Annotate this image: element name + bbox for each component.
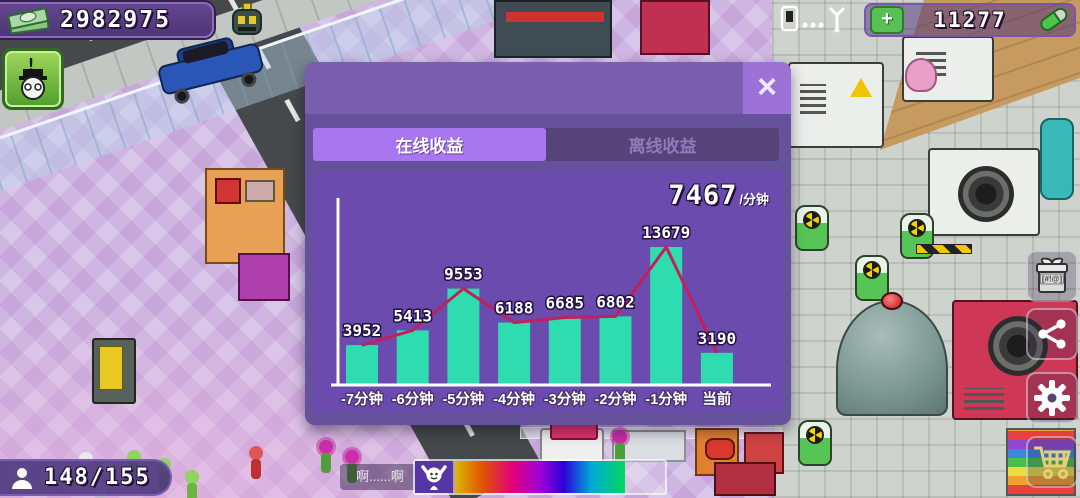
radioactive-barrel xyxy=(798,420,832,466)
bar-value-label: 9553 xyxy=(444,265,483,284)
close-button[interactable]: × xyxy=(743,62,791,114)
x-axis-label: -6分钟 xyxy=(392,390,434,408)
teal-tank-sprite xyxy=(1040,118,1074,200)
hazard-strip xyxy=(916,244,972,254)
share-button[interactable] xyxy=(1026,308,1078,360)
share-icon xyxy=(1038,319,1066,349)
quest-character-icon: ! xyxy=(19,55,47,100)
earnings-bar-chart: 3952 -7分钟 5413 -6分钟 9553 -5分钟 6188 -4分钟 6685 -3分钟… xyxy=(331,198,771,409)
cart-icon xyxy=(1034,446,1071,480)
current-rate: 7467 /分钟 xyxy=(668,180,769,211)
chart-trend-line xyxy=(361,245,719,354)
quest-character-button[interactable]: ! xyxy=(2,48,64,110)
pink-creature-sprite xyxy=(905,58,937,92)
lab-fan-machine xyxy=(928,148,1040,236)
chart-bar xyxy=(700,352,733,385)
machine-sprite xyxy=(640,0,710,55)
cheer-ghost-icon xyxy=(415,461,455,493)
radioactive-barrel xyxy=(855,255,889,301)
npc-speech-bubble: 啊......啊 xyxy=(340,464,420,490)
red-fan-machine xyxy=(952,300,1078,420)
population-value: 148/155 xyxy=(44,465,151,490)
x-axis-label: -5分钟 xyxy=(442,390,484,408)
shop-button[interactable] xyxy=(1026,436,1078,488)
x-axis-label: -4分钟 xyxy=(493,390,535,408)
current-rate-value: 7467 xyxy=(668,180,738,211)
progress-track xyxy=(455,461,665,493)
progress-fill xyxy=(455,461,626,493)
lab-machine xyxy=(788,62,884,148)
bar-value-label: 6188 xyxy=(495,299,534,318)
chart-bar xyxy=(498,322,531,385)
add-research-button[interactable]: + xyxy=(870,6,904,34)
radioactive-barrel xyxy=(795,205,829,251)
network-status-icon xyxy=(780,5,850,38)
earnings-tabbar: 在线收益 离线收益 xyxy=(313,128,779,161)
npc-flower xyxy=(318,440,334,474)
current-rate-unit: /分钟 xyxy=(739,192,769,207)
bar-value-label: 3190 xyxy=(698,329,737,348)
tab-online-earnings[interactable]: 在线收益 xyxy=(313,128,546,161)
shop-machine xyxy=(714,462,776,496)
earnings-modal: × 在线收益 离线收益 7467 /分钟 3952 -7分钟 5413 -6分钟 955… xyxy=(305,62,791,425)
svg-text:!: ! xyxy=(26,55,37,76)
bar-value-label: 5413 xyxy=(393,306,432,325)
population-counter[interactable]: 148/155 xyxy=(0,459,172,496)
chart-bar xyxy=(599,316,632,385)
machine-sprite xyxy=(494,0,612,58)
research-value: 11277 xyxy=(933,8,1007,32)
chart-bar xyxy=(447,288,480,385)
person-icon xyxy=(12,467,32,489)
modal-header xyxy=(305,62,791,114)
chart-bar xyxy=(548,317,581,385)
x-axis-label: 当前 xyxy=(702,390,731,408)
npc-flower xyxy=(612,430,628,464)
chart-bar xyxy=(346,345,378,385)
robot-icon[interactable] xyxy=(230,2,264,43)
event-progress-bar[interactable] xyxy=(413,459,667,495)
bar-value-label: 13679 xyxy=(642,223,690,242)
dome-machine xyxy=(836,292,948,416)
x-axis-label: -7分钟 xyxy=(341,390,383,408)
npc-alien xyxy=(184,470,200,498)
earnings-chart-panel: 7467 /分钟 3952 -7分钟 5413 -6分钟 9553 -5分钟 6188 -4分… xyxy=(313,172,783,412)
x-axis-label: -3分钟 xyxy=(544,390,586,408)
bar-value-label: 3952 xyxy=(343,321,382,340)
bar-value-label: 6802 xyxy=(596,292,635,311)
gift-button[interactable]: [#!@] xyxy=(1026,250,1078,302)
vending-machine-sprite xyxy=(92,338,136,404)
food-stall-sprite xyxy=(205,168,285,264)
money-value: 2982975 xyxy=(60,7,171,33)
x-axis-label: -1分钟 xyxy=(645,390,687,408)
research-counter[interactable]: + 11277 xyxy=(864,3,1076,37)
npc-red xyxy=(248,446,264,480)
chart-bar xyxy=(396,330,429,385)
machine-sprite xyxy=(238,253,290,301)
gear-icon xyxy=(1034,380,1070,416)
money-counter[interactable]: 2982975 xyxy=(0,2,214,38)
cash-icon xyxy=(7,7,50,34)
tab-offline-earnings[interactable]: 离线收益 xyxy=(628,137,697,156)
gift-tag-label: [#!@] xyxy=(1039,273,1065,285)
settings-button[interactable] xyxy=(1026,372,1078,424)
pill-icon xyxy=(1040,7,1068,32)
npc-flower xyxy=(344,450,360,484)
bar-value-label: 6685 xyxy=(546,294,585,313)
x-axis-label: -2分钟 xyxy=(595,390,637,408)
